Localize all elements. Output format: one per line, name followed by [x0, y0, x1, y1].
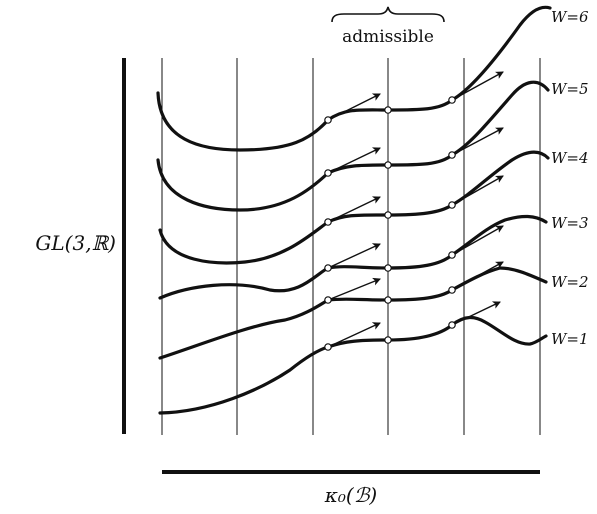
- point: [384, 296, 392, 304]
- curve-w1: [158, 315, 548, 415]
- admissible-brace: [331, 6, 445, 23]
- vertical-axis-label: GL(3,ℝ): [35, 231, 116, 255]
- point: [448, 151, 456, 159]
- arrow: [327, 243, 381, 269]
- points: [324, 96, 456, 351]
- arrow: [327, 93, 381, 121]
- curve-w4: [158, 150, 550, 265]
- arrow: [451, 71, 504, 101]
- point: [448, 201, 456, 209]
- arrow: [327, 196, 381, 223]
- w3-label: W=3: [551, 214, 589, 232]
- arrow: [327, 322, 381, 348]
- point: [324, 296, 332, 304]
- point: [448, 251, 456, 259]
- point: [324, 169, 332, 177]
- point: [324, 218, 332, 226]
- point: [384, 336, 392, 344]
- point: [384, 211, 392, 219]
- arrow: [327, 147, 381, 174]
- arrow: [451, 175, 504, 206]
- w2-label: W=2: [551, 273, 589, 291]
- point: [324, 343, 332, 351]
- admissible-label: admissible: [342, 27, 434, 47]
- point: [384, 264, 392, 272]
- curve-w5: [156, 80, 550, 212]
- arrow: [327, 277, 381, 301]
- w1-label: W=1: [551, 330, 589, 348]
- point: [448, 96, 456, 104]
- horizontal-axis-label: κ₀(ℬ): [324, 483, 377, 507]
- point: [448, 321, 456, 329]
- vertical-lines: [161, 58, 541, 435]
- arrow: [451, 127, 504, 156]
- w4-label: W=4: [551, 149, 589, 167]
- tangent-arrows: [327, 71, 504, 348]
- w6-label: W=6: [551, 8, 589, 26]
- arrow: [451, 225, 504, 256]
- arrow: [451, 301, 501, 326]
- point: [324, 264, 332, 272]
- point: [384, 161, 392, 169]
- curve-w2: [158, 266, 548, 360]
- point: [324, 116, 332, 124]
- curve-w3: [158, 214, 548, 300]
- point: [448, 286, 456, 294]
- arrow: [451, 261, 504, 291]
- point: [384, 106, 392, 114]
- w5-label: W=5: [551, 80, 589, 98]
